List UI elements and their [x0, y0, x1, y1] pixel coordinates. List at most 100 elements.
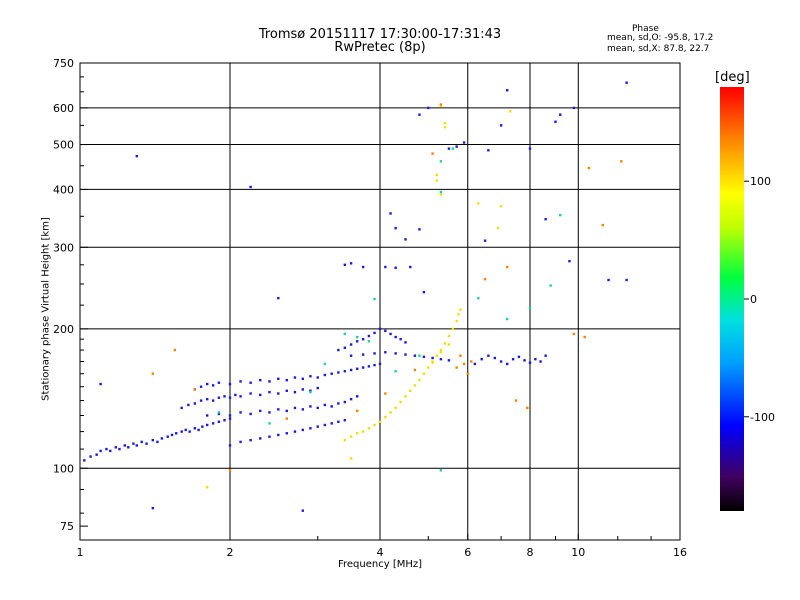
- data-point: [343, 370, 347, 373]
- data-point: [439, 193, 443, 196]
- data-point: [378, 420, 382, 423]
- data-point: [309, 405, 312, 408]
- data-point: [268, 411, 271, 414]
- data-point: [384, 392, 387, 395]
- data-point: [439, 357, 443, 361]
- data-point: [205, 423, 209, 427]
- data-point: [373, 423, 376, 427]
- chart-subtitle: RwPretec (8p): [334, 40, 426, 55]
- data-point: [418, 378, 421, 382]
- data-point: [293, 406, 297, 410]
- data-point: [447, 359, 451, 362]
- data-point: [457, 313, 460, 316]
- y-tick-label: 400: [53, 183, 74, 196]
- data-point: [316, 386, 319, 390]
- data-point: [259, 393, 262, 397]
- data-point: [384, 329, 387, 333]
- data-point: [422, 355, 426, 359]
- data-point: [83, 459, 86, 462]
- data-point: [404, 341, 407, 344]
- data-point: [384, 415, 387, 419]
- data-point: [170, 433, 174, 437]
- data-point: [316, 376, 319, 379]
- data-point: [483, 277, 487, 281]
- data-point: [404, 395, 407, 398]
- colorbar-unit: [deg]: [715, 70, 750, 85]
- data-point: [455, 319, 458, 323]
- data-point: [193, 388, 197, 391]
- data-point: [559, 213, 562, 217]
- colorbar: [720, 87, 744, 511]
- data-point: [526, 406, 529, 410]
- data-point: [431, 356, 434, 360]
- data-point: [394, 226, 397, 230]
- data-point: [316, 425, 319, 428]
- data-point: [431, 152, 434, 155]
- data-point: [477, 296, 480, 300]
- phase-stats-header: Phase: [632, 24, 659, 34]
- data-point: [480, 357, 483, 361]
- data-point: [514, 399, 518, 402]
- data-point: [249, 412, 252, 416]
- data-point: [114, 446, 118, 449]
- data-point: [217, 381, 221, 384]
- data-point: [367, 340, 371, 343]
- data-point: [223, 395, 226, 398]
- phase-stats-o: mean, sd,O: -95.8, 17.2: [607, 33, 713, 43]
- data-point: [587, 166, 591, 170]
- data-point: [309, 427, 312, 430]
- y-tick-label: 200: [53, 323, 74, 336]
- data-point: [422, 372, 426, 375]
- data-point: [201, 425, 204, 428]
- data-point: [166, 435, 169, 438]
- data-point: [439, 351, 443, 354]
- data-point: [473, 362, 477, 366]
- data-point: [285, 378, 288, 382]
- data-point: [228, 396, 232, 399]
- data-point: [470, 360, 473, 363]
- colorbar-tick-label: 0: [750, 293, 757, 306]
- data-point: [528, 361, 532, 364]
- data-point: [199, 399, 203, 402]
- data-point: [301, 428, 305, 432]
- data-point: [435, 354, 438, 357]
- data-point: [435, 173, 438, 177]
- data-point: [228, 469, 232, 472]
- data-point: [323, 423, 327, 427]
- data-point: [105, 447, 108, 451]
- data-point: [528, 306, 532, 310]
- data-point: [145, 442, 148, 445]
- data-point: [156, 440, 159, 444]
- data-point: [268, 435, 271, 438]
- data-point: [309, 389, 312, 392]
- data-point: [217, 420, 221, 423]
- x-tick-label: 2: [227, 546, 234, 559]
- data-point: [462, 362, 466, 366]
- data-point: [487, 149, 490, 152]
- data-point: [620, 160, 623, 163]
- data-point: [99, 382, 102, 386]
- data-point: [399, 337, 402, 341]
- data-point: [349, 457, 353, 460]
- data-point: [180, 430, 183, 433]
- data-point: [323, 362, 327, 366]
- data-point: [239, 411, 242, 414]
- x-tick-label: 6: [464, 546, 471, 559]
- data-point: [439, 160, 443, 163]
- data-point: [205, 486, 209, 489]
- data-point: [228, 414, 232, 417]
- y-tick-label: 300: [53, 241, 74, 254]
- data-point: [544, 217, 547, 221]
- data-point: [466, 372, 469, 375]
- data-point: [607, 278, 610, 282]
- data-point: [404, 353, 407, 356]
- data-point: [439, 348, 443, 352]
- data-point: [439, 469, 443, 472]
- data-point: [413, 368, 417, 372]
- data-point: [409, 389, 412, 392]
- phase-stats-o-label: mean, sd,O:: [607, 33, 662, 43]
- data-point: [568, 259, 571, 263]
- data-point: [187, 403, 190, 407]
- data-point: [493, 356, 497, 360]
- data-point: [285, 409, 288, 413]
